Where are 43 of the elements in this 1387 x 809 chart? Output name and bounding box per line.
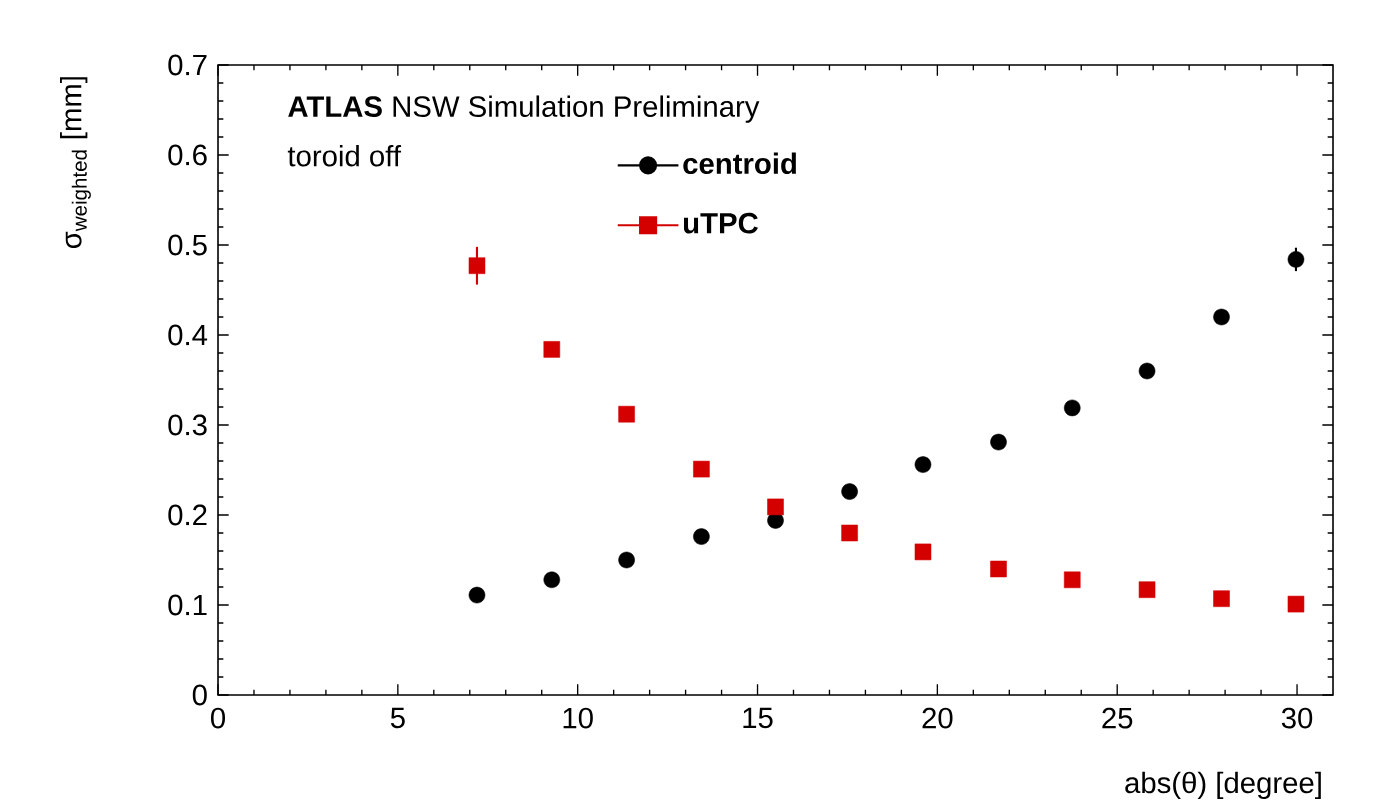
point — [618, 406, 635, 423]
point — [693, 528, 710, 545]
y-tick-label: 0.2 — [168, 504, 207, 526]
point — [767, 498, 784, 516]
point — [841, 483, 858, 500]
legend-label: centroid — [683, 152, 796, 175]
point — [468, 257, 486, 275]
y-tick-label: 0.4 — [168, 324, 208, 346]
x-axis-title: abs(θ) [degree] — [1125, 771, 1321, 800]
x-tick-label: 30 — [1281, 707, 1313, 729]
y-tick-label: 0.1 — [168, 594, 207, 616]
y-tick-label: 0.5 — [168, 234, 207, 256]
x-tick-label: 0 — [211, 707, 226, 729]
annotation: ATLAS NSW Simulation Preliminary — [288, 95, 760, 123]
y-tick-label: 0.3 — [168, 414, 207, 436]
point — [1213, 590, 1230, 608]
y-tick-label: 0.6 — [168, 144, 207, 166]
annotation: toroid off — [287, 145, 402, 167]
point — [914, 543, 932, 561]
point — [990, 433, 1007, 451]
x-tick-label: 15 — [743, 707, 773, 729]
point — [914, 456, 932, 473]
point — [1213, 308, 1230, 326]
x-tick-label: 25 — [1102, 707, 1133, 729]
point — [1287, 595, 1305, 613]
point — [1063, 571, 1081, 589]
legend-label: uTPC — [683, 212, 758, 234]
y-tick-label: 0 — [192, 684, 207, 706]
point — [693, 460, 710, 478]
point — [618, 551, 635, 569]
point — [468, 586, 486, 604]
point — [841, 524, 858, 542]
x-tick-label: 10 — [563, 707, 593, 729]
point — [543, 571, 561, 589]
point — [543, 341, 561, 358]
point — [990, 560, 1007, 578]
x-tick-label: 20 — [922, 707, 953, 729]
point — [1138, 362, 1156, 380]
x-tick-label: 5 — [390, 707, 405, 729]
y-axis-title: σ$_{weighted}$ [mm] — [60, 77, 91, 249]
point — [1138, 581, 1156, 599]
y-tick-label: 0.7 — [168, 54, 207, 76]
point — [1063, 399, 1081, 417]
